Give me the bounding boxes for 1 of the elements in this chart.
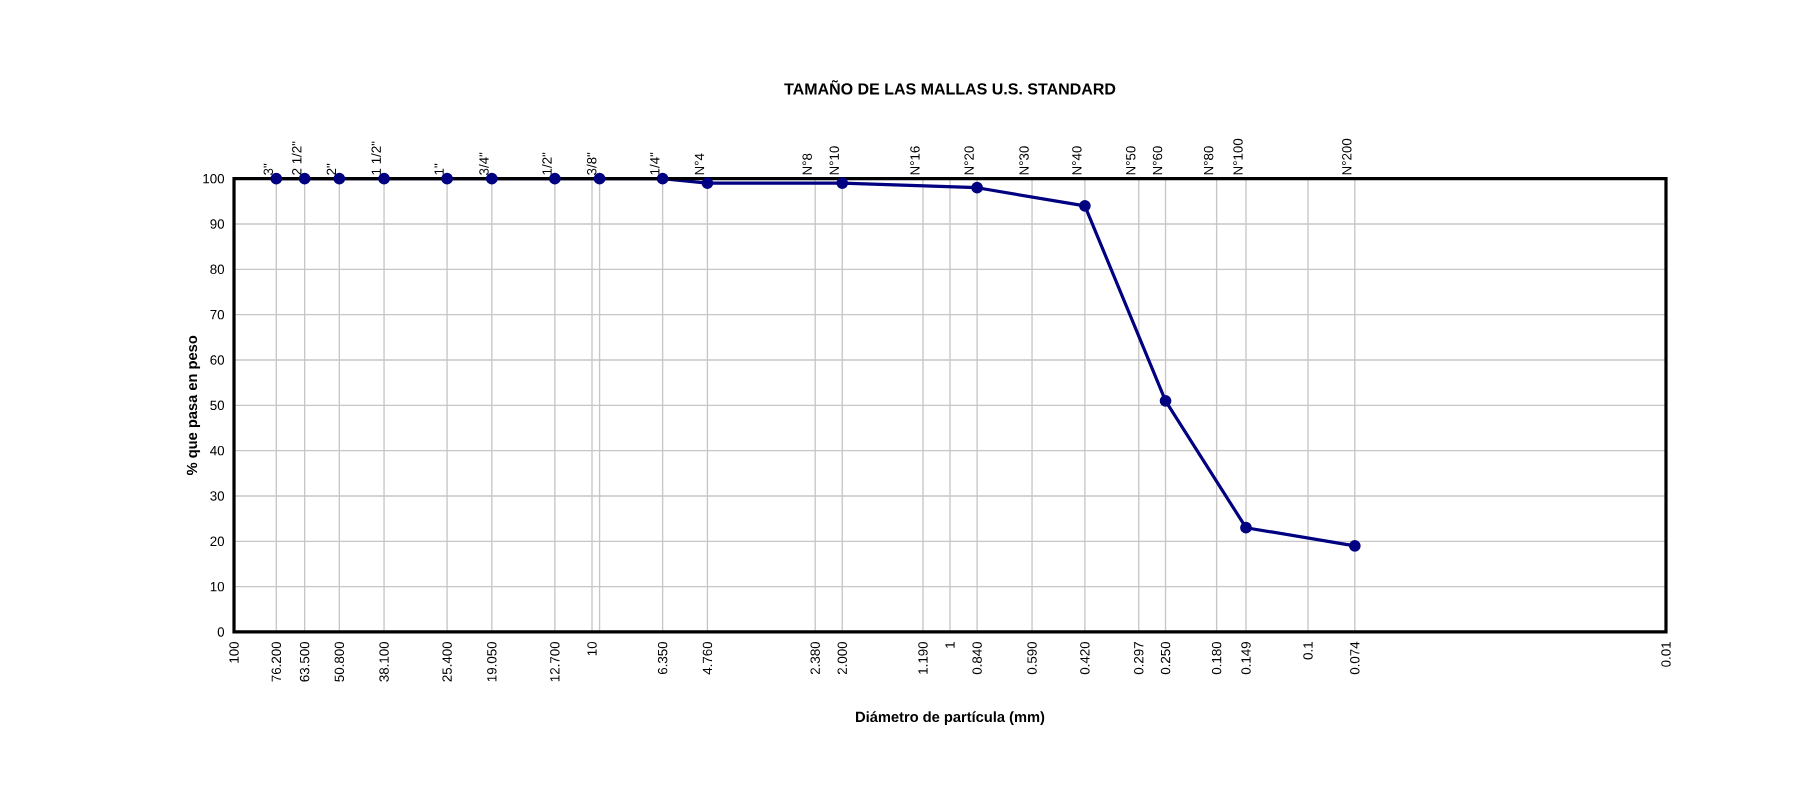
- chart-title: TAMAÑO DE LAS MALLAS U.S. STANDARD: [784, 80, 1116, 95]
